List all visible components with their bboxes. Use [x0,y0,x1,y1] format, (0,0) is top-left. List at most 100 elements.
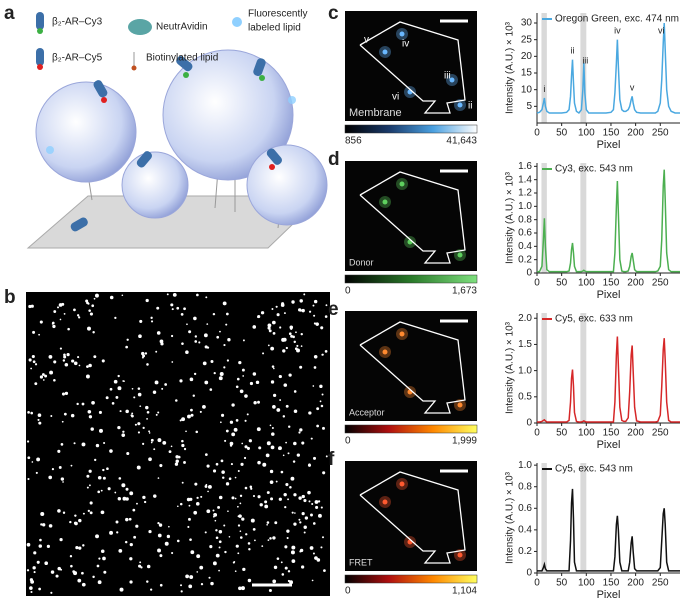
spot [270,346,275,351]
spot [233,427,238,432]
spot [69,520,72,524]
y-axis-title: Intensity (A.U.) × 10³ [505,21,516,114]
spot [175,455,179,459]
spot [86,486,89,489]
spot [204,380,209,385]
spot [235,385,239,389]
spot [219,372,224,376]
legend-icon [128,19,152,35]
spot [118,548,123,553]
spot [114,316,117,320]
spot [153,448,156,451]
panel-label: d [328,149,340,170]
spot [139,319,143,323]
spot [129,580,133,584]
spot [252,372,257,376]
spot [276,408,281,412]
spot [281,573,285,576]
spot [259,503,263,507]
y-tick-label: 1.5 [518,339,532,350]
spot [275,480,278,483]
spot [62,359,66,362]
legend-text: Fluorescently [248,9,307,20]
spot [174,462,179,466]
spot [129,557,133,561]
spot [194,482,198,486]
spot [36,457,41,462]
spot [170,334,174,338]
spot [457,402,463,408]
spot [218,546,221,549]
panel-label: c [328,3,339,24]
spot [292,335,295,339]
x-tick-label: 100 [578,578,595,589]
spot [175,399,178,402]
spot [138,564,142,568]
spot [58,466,62,469]
spot [61,420,64,423]
legend-text: Biotinylated lipid [146,53,218,64]
spot [209,388,213,391]
spot [272,393,277,398]
spot [282,415,286,418]
spot [28,358,32,362]
spot [117,425,121,430]
spot [323,569,326,573]
spot [207,490,209,493]
spot [238,586,242,591]
spot [109,295,114,300]
line [537,169,680,273]
spot [36,560,40,564]
spot [139,561,142,564]
x-tick-label: 200 [627,128,644,139]
spot [94,458,97,462]
spot [125,497,129,501]
spot [194,340,198,343]
spot [290,327,293,330]
spot [40,523,43,526]
spot [222,301,227,306]
spot [81,442,86,447]
spot [40,512,45,517]
spot [202,361,207,366]
spot [298,308,302,312]
spot [399,181,405,187]
outline [359,321,466,414]
spot [150,588,153,591]
spot [213,372,216,375]
spot [100,489,103,492]
spot [196,571,199,573]
spot [257,400,260,404]
spot [180,584,183,587]
spot [237,552,240,555]
spot [241,442,244,445]
spot [156,331,161,335]
spot [115,520,119,524]
spot [240,586,245,591]
spot [166,534,171,539]
spot [283,312,286,314]
spot [239,494,243,498]
spot [114,491,117,494]
y-tick-label: 2.0 [518,313,532,324]
spot [314,500,319,504]
spot [63,355,67,359]
x-tick-label: 150 [603,278,620,289]
spot [254,539,256,542]
spot [51,321,55,325]
spot [220,421,222,424]
spot [142,495,146,500]
spot [315,322,319,326]
spot [264,500,268,504]
spot [85,374,90,379]
receptor [70,217,88,232]
spot [78,546,82,550]
lipid-dye [46,146,54,154]
y-tick-label: 0.8 [518,481,532,492]
spot [260,311,265,315]
y-tick-label: 20 [521,51,533,62]
spot [252,528,256,531]
spot [88,363,92,368]
spot [248,439,252,443]
spot [308,310,312,313]
